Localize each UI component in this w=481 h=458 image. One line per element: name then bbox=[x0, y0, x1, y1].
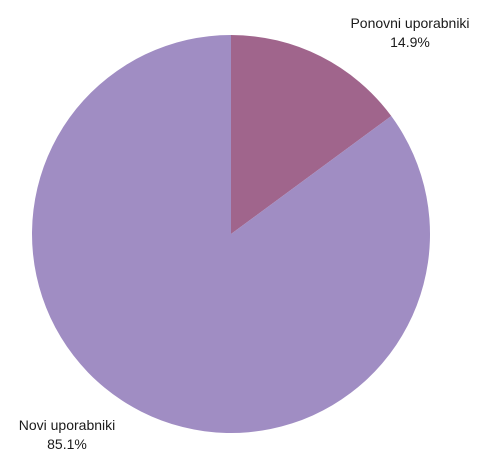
pie-slice-1 bbox=[32, 35, 431, 433]
slice-percent-label-1: 85.1% bbox=[47, 436, 87, 452]
slice-percent-label-0: 14.9% bbox=[390, 34, 430, 50]
pie-slice-0 bbox=[231, 34, 392, 234]
slice-label-0: Ponovni uporabniki bbox=[350, 15, 469, 31]
slice-label-1: Novi uporabniki bbox=[19, 417, 116, 433]
